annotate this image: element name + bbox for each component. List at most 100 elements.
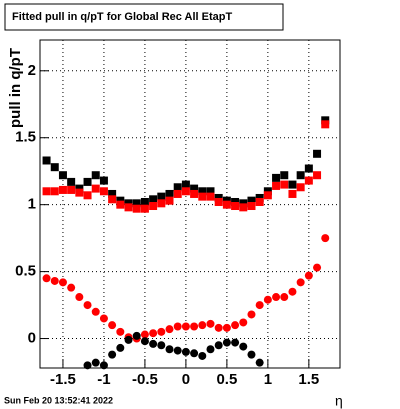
x-tick-label: -1 bbox=[97, 371, 110, 388]
square-marker bbox=[42, 187, 51, 196]
square-marker bbox=[272, 173, 281, 182]
circle-marker bbox=[255, 301, 264, 310]
square-marker bbox=[255, 193, 264, 202]
square-marker bbox=[140, 204, 149, 213]
circle-marker bbox=[116, 343, 125, 352]
circle-marker bbox=[190, 349, 199, 358]
square-marker bbox=[50, 163, 59, 172]
square-marker bbox=[108, 189, 117, 198]
circle-marker bbox=[140, 337, 149, 346]
square-marker bbox=[165, 196, 174, 205]
square-marker bbox=[190, 189, 199, 198]
square-marker bbox=[116, 200, 125, 209]
x-tick-label: -0.5 bbox=[132, 371, 158, 388]
circle-marker bbox=[206, 319, 215, 328]
x-tick-label: 0 bbox=[182, 371, 190, 388]
square-marker bbox=[263, 191, 272, 200]
circle-marker bbox=[239, 342, 248, 351]
circle-marker bbox=[173, 322, 182, 331]
circle-marker bbox=[108, 350, 117, 359]
square-marker bbox=[116, 196, 125, 205]
circle-marker bbox=[99, 314, 108, 323]
square-marker bbox=[247, 202, 256, 211]
circle-marker bbox=[58, 278, 67, 287]
square-marker bbox=[181, 180, 190, 189]
square-marker bbox=[239, 203, 248, 212]
square-marker bbox=[190, 184, 199, 193]
chart-title: Fitted pull in q/pT for Global Rec All E… bbox=[12, 11, 232, 23]
circle-marker bbox=[83, 301, 92, 310]
circle-marker bbox=[288, 287, 297, 296]
square-marker bbox=[214, 197, 223, 206]
square-marker bbox=[124, 203, 133, 212]
square-marker bbox=[280, 171, 289, 180]
plot-frame bbox=[39, 39, 341, 369]
square-marker bbox=[198, 192, 207, 201]
circle-marker bbox=[304, 271, 313, 280]
square-marker bbox=[173, 183, 182, 192]
square-marker bbox=[132, 199, 141, 208]
square-marker bbox=[42, 156, 51, 165]
square-marker bbox=[181, 187, 190, 196]
square-marker bbox=[313, 171, 322, 180]
circle-marker bbox=[108, 321, 117, 330]
square-marker bbox=[149, 195, 158, 204]
square-marker bbox=[280, 180, 289, 189]
square-marker bbox=[296, 183, 305, 192]
square-marker bbox=[231, 202, 240, 211]
square-marker bbox=[304, 176, 313, 185]
circle-marker bbox=[280, 293, 289, 302]
square-marker bbox=[231, 197, 240, 206]
circle-marker bbox=[321, 234, 330, 243]
square-marker bbox=[108, 195, 117, 204]
circle-marker bbox=[91, 358, 100, 367]
circle-marker bbox=[272, 293, 281, 302]
square-marker bbox=[288, 180, 297, 189]
square-marker bbox=[206, 187, 215, 196]
circle-marker bbox=[214, 323, 223, 332]
circle-marker bbox=[198, 321, 207, 330]
circle-marker bbox=[206, 345, 215, 354]
square-marker bbox=[75, 188, 84, 197]
y-tick-label: 1.5 bbox=[15, 129, 36, 146]
square-marker bbox=[83, 191, 92, 200]
circle-marker bbox=[99, 361, 108, 370]
square-marker bbox=[206, 192, 215, 201]
circle-marker bbox=[67, 283, 76, 292]
circle-marker bbox=[181, 322, 190, 331]
y-axis-label: pull in q/pT bbox=[7, 48, 24, 128]
circle-marker bbox=[231, 338, 240, 347]
circle-marker bbox=[239, 318, 248, 327]
square-marker bbox=[99, 176, 108, 185]
square-marker bbox=[247, 196, 256, 205]
square-marker bbox=[165, 189, 174, 198]
square-marker bbox=[58, 185, 67, 194]
square-marker bbox=[296, 171, 305, 180]
square-marker bbox=[67, 185, 76, 194]
square-marker bbox=[99, 187, 108, 196]
square-marker bbox=[313, 149, 322, 158]
circle-marker bbox=[165, 325, 174, 334]
x-tick-label: 1.5 bbox=[298, 371, 319, 388]
square-marker bbox=[157, 199, 166, 208]
square-marker bbox=[263, 187, 272, 196]
circle-marker bbox=[214, 341, 223, 350]
circle-marker bbox=[190, 322, 199, 331]
circle-marker bbox=[149, 329, 158, 338]
y-tick-label: 2 bbox=[28, 62, 36, 79]
square-marker bbox=[222, 200, 231, 209]
circle-marker bbox=[173, 346, 182, 355]
circle-marker bbox=[247, 350, 256, 359]
y-tick-label: 0 bbox=[28, 330, 36, 347]
footer: Sun Feb 20 13:52:41 2022 bbox=[4, 395, 113, 405]
square-marker bbox=[288, 189, 297, 198]
y-tick-label: 1 bbox=[28, 196, 36, 213]
circle-marker bbox=[181, 347, 190, 356]
square-marker bbox=[67, 177, 76, 186]
circle-marker bbox=[222, 338, 231, 347]
square-marker bbox=[321, 120, 330, 129]
circle-marker bbox=[222, 323, 231, 332]
circle-marker bbox=[42, 274, 51, 283]
circle-marker bbox=[50, 276, 59, 285]
